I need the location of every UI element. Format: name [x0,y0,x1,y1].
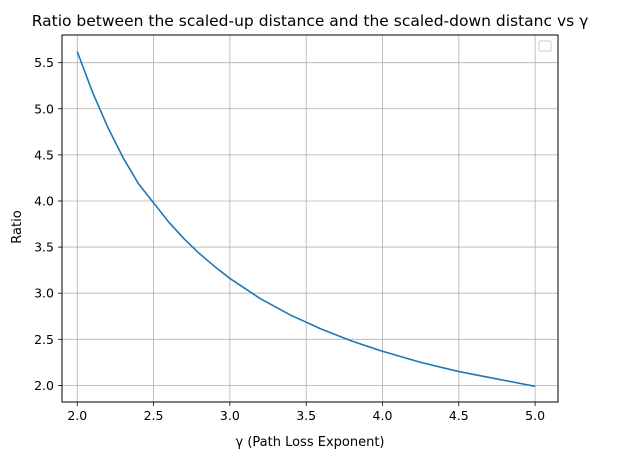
legend-box [538,40,552,52]
y-tick-label: 5.5 [34,55,54,70]
ticks: 2.0 2.5 3.0 3.5 4.0 4.5 5.0 2.0 2.5 3.0 3.5 4.0 4.5 5… [34,55,545,423]
x-tick-label: 4.0 [373,408,393,423]
chart-title: Ratio between the scaled-up distance and… [32,12,589,30]
y-tick-label: 4.0 [34,193,54,208]
y-tick-label: 3.5 [34,240,54,255]
y-tick-label: 5.0 [34,101,54,116]
plot-frame [61,34,559,403]
x-tick-label: 2.5 [144,408,164,423]
x-axis-label: γ (Path Loss Exponent) [236,435,385,450]
y-tick-label: 2.0 [34,378,54,393]
x-tick-label: 3.5 [296,408,316,423]
x-tick-label: 5.0 [525,408,545,423]
y-tick-label: 4.5 [34,147,54,162]
series-layer [76,51,536,388]
series-line [76,51,536,388]
legend [538,40,552,52]
y-tick-label: 3.0 [34,286,54,301]
grid [62,35,558,402]
y-tick-label: 2.5 [34,332,54,347]
x-tick-label: 2.0 [67,408,87,423]
x-tick-label: 4.5 [449,408,469,423]
x-tick-label: 3.0 [220,408,240,423]
y-axis-label: Ratio [10,210,25,243]
